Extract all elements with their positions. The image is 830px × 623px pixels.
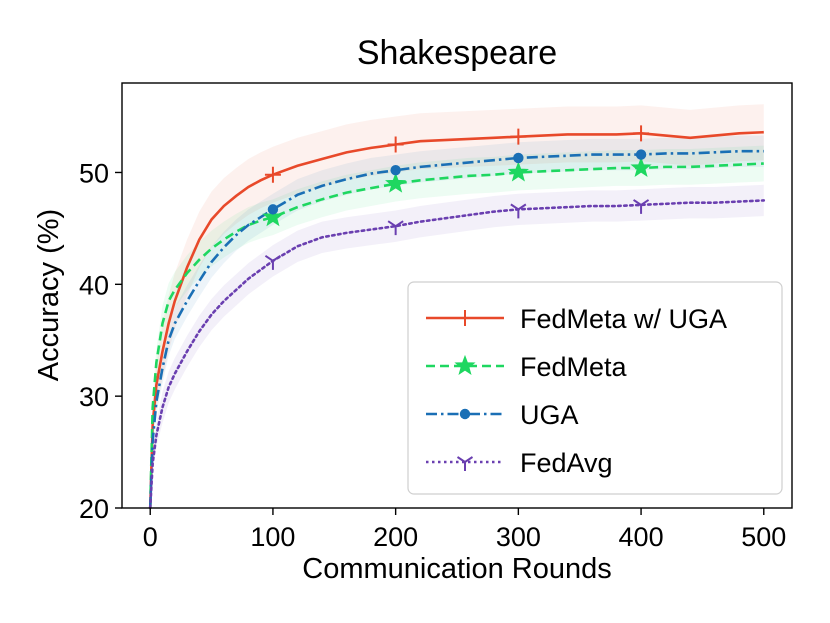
y-tick-label-1: 30 (79, 382, 109, 412)
x-tick-label-3: 300 (496, 522, 541, 552)
y-tick-label-3: 50 (79, 158, 109, 188)
legend: FedMeta w/ UGA FedMeta UGA FedAvg (407, 281, 783, 495)
series-line-3 (148, 199, 766, 510)
marker-2-0 (267, 204, 279, 215)
marker-1-2 (507, 161, 529, 182)
legend-marker-2 (459, 408, 471, 420)
band-1 (150, 145, 764, 508)
x-tick-label-0: 0 (143, 522, 158, 552)
band-0 (150, 104, 764, 508)
x-tick-label-4: 400 (619, 522, 664, 552)
legend-box (407, 281, 783, 495)
band-3 (150, 184, 764, 508)
x-tick-label-5: 500 (741, 522, 786, 552)
series-lines (148, 130, 766, 510)
marker-0-3 (633, 125, 650, 142)
legend-label-3: FedAvg (520, 448, 613, 478)
marker-3-0 (264, 254, 281, 270)
y-axis-label: Accuracy (%) (33, 209, 65, 381)
x-axis-label: Communication Rounds (302, 553, 611, 585)
marker-2-2 (513, 152, 524, 164)
legend-item-1: FedMeta (426, 352, 628, 382)
legend-label-2: UGA (520, 400, 579, 430)
y-axis-ticks: 20 30 40 50 (79, 158, 122, 524)
legend-item-0: FedMeta w/ UGA (426, 304, 727, 334)
marker-3-3 (633, 199, 650, 214)
series-line-2 (148, 149, 764, 509)
marker-1-1 (385, 172, 407, 193)
confidence-bands (150, 104, 764, 508)
marker-0-2 (510, 128, 527, 145)
marker-1-3 (630, 156, 652, 178)
marker-0-0 (264, 166, 281, 183)
x-axis-ticks: 0 100 200 300 400 500 (143, 508, 786, 552)
legend-label-1: FedMeta (520, 352, 628, 382)
series-line-0 (148, 130, 764, 509)
x-tick-label-1: 100 (250, 522, 295, 552)
x-tick-label-2: 200 (373, 522, 418, 552)
legend-label-0: FedMeta w/ UGA (520, 304, 727, 334)
series-line-1 (148, 162, 764, 509)
series-markers (262, 125, 652, 270)
marker-2-3 (635, 149, 647, 160)
chart-title: Shakespeare (357, 34, 557, 72)
marker-1-0 (262, 206, 284, 227)
marker-0-1 (387, 136, 404, 153)
y-tick-label-0: 20 (79, 494, 109, 524)
legend-marker-3 (456, 456, 474, 471)
y-tick-label-2: 40 (79, 270, 109, 300)
legend-marker-1 (454, 354, 476, 376)
marker-3-2 (510, 203, 527, 219)
plot-frame (121, 82, 793, 509)
marker-3-1 (387, 220, 404, 236)
legend-marker-0 (457, 310, 473, 326)
marker-2-1 (390, 165, 401, 176)
legend-item-3: FedAvg (426, 448, 613, 478)
legend-item-2: UGA (426, 400, 579, 430)
